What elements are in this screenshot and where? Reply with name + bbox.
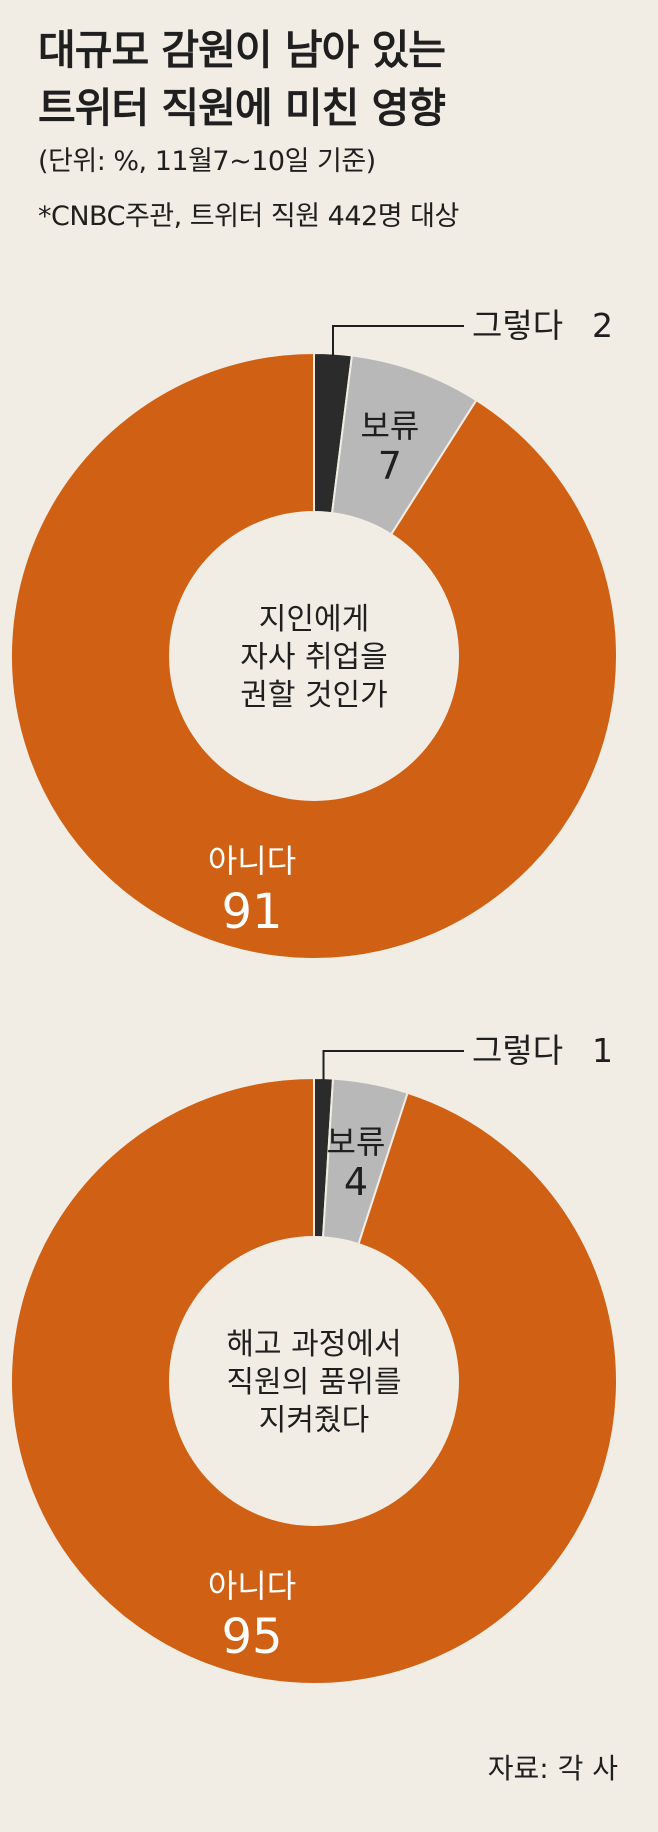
- survey-note: *CNBC주관, 트위터 직원 442명 대상: [38, 201, 459, 232]
- slice-value: 95: [221, 1609, 282, 1665]
- center-label-line: 해고 과정에서: [226, 1327, 401, 1362]
- slice-label: 그렇다: [472, 1031, 563, 1070]
- donut-hole: [169, 1236, 459, 1526]
- center-label-line: 지켜줬다: [259, 1403, 369, 1438]
- unit-note: (단위: %, 11월7~10일 기준): [38, 146, 376, 177]
- slice-label: 그렇다: [472, 306, 563, 345]
- slice-value: 91: [221, 884, 282, 940]
- callout-leader-line: [332, 325, 464, 356]
- callout-leader-line: [322, 1050, 464, 1081]
- center-label-line: 직원의 품위를: [226, 1365, 401, 1400]
- center-label-line: 지인에게: [259, 602, 369, 637]
- slice-label: 보류: [360, 407, 419, 445]
- slice-value: 1: [592, 1031, 613, 1070]
- center-label-line: 자사 취업을: [240, 640, 388, 675]
- slice-value: 2: [592, 306, 613, 345]
- slice-value: 4: [344, 1160, 368, 1204]
- slice-label: 아니다: [208, 1567, 296, 1605]
- slice-value: 7: [378, 444, 402, 488]
- source-note: 자료: 각 사: [487, 1752, 618, 1785]
- slice-label: 아니다: [208, 842, 296, 880]
- donut-hole: [169, 511, 459, 801]
- chart-title-line-2: 트위터 직원에 미친 영향: [38, 84, 446, 132]
- center-label-line: 권할 것인가: [240, 678, 388, 713]
- slice-label: 보류: [327, 1123, 386, 1161]
- chart-title-line-1: 대규모 감원이 남아 있는: [38, 26, 446, 74]
